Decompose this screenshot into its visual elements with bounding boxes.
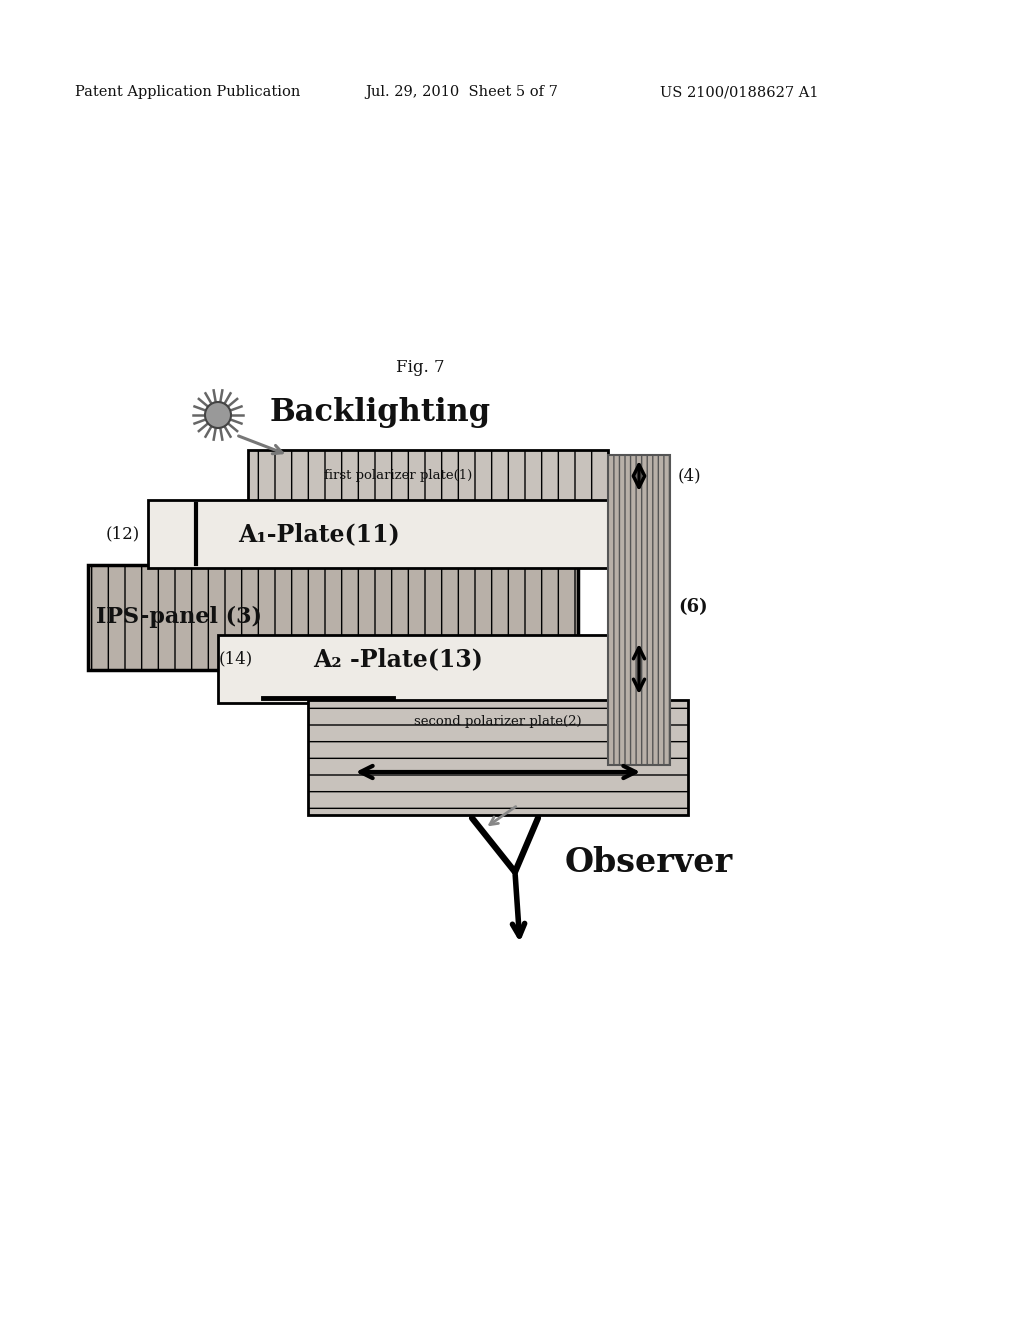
Text: (12): (12) [105, 525, 140, 543]
Bar [608, 455, 670, 766]
Text: IPS-panel (3): IPS-panel (3) [96, 606, 262, 628]
Bar [218, 635, 608, 704]
Text: (6): (6) [678, 598, 708, 616]
Text: A₂ -Plate(13): A₂ -Plate(13) [313, 647, 483, 671]
Text: Fig. 7: Fig. 7 [395, 359, 444, 376]
Text: (4): (4) [678, 467, 701, 484]
Bar [308, 700, 688, 814]
Text: Patent Application Publication: Patent Application Publication [75, 84, 300, 99]
Bar [148, 500, 608, 568]
Text: (14): (14) [219, 651, 253, 668]
Bar [88, 565, 578, 671]
Text: Backlighting: Backlighting [270, 397, 492, 429]
Text: Jul. 29, 2010  Sheet 5 of 7: Jul. 29, 2010 Sheet 5 of 7 [365, 84, 558, 99]
Bar [248, 450, 608, 502]
Text: second polarizer plate(2): second polarizer plate(2) [414, 715, 582, 729]
Text: first polarizer plate(1): first polarizer plate(1) [324, 470, 472, 483]
Text: US 2100/0188627 A1: US 2100/0188627 A1 [660, 84, 818, 99]
Text: A₁-Plate(11): A₁-Plate(11) [238, 521, 399, 546]
Circle shape [205, 403, 231, 428]
Text: Observer: Observer [565, 846, 733, 879]
